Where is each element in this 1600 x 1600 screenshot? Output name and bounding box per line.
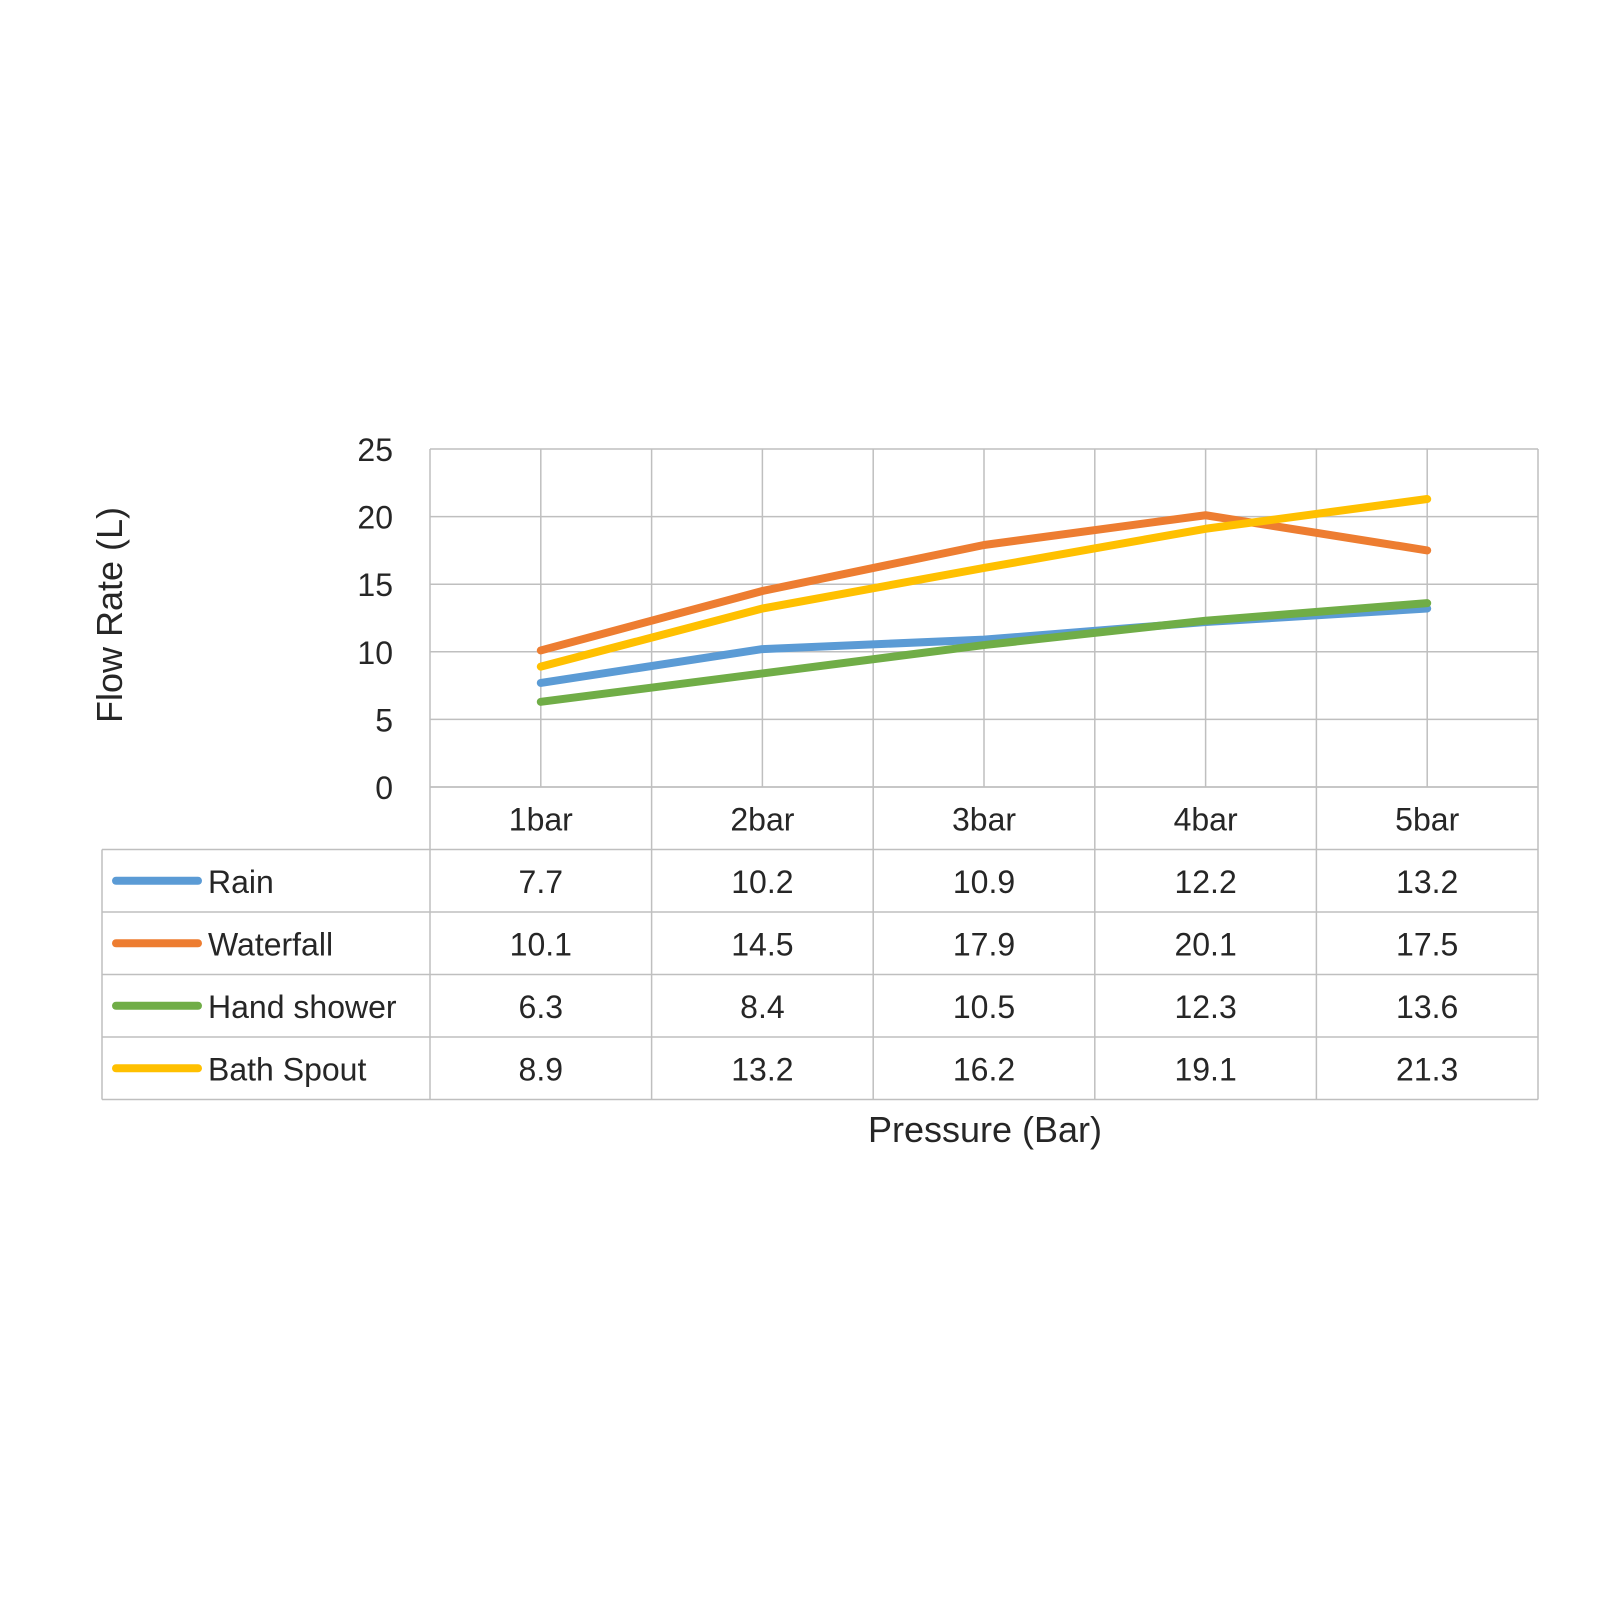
series-line-bath-spout: [536, 495, 1432, 671]
legend-label: Waterfall: [208, 926, 333, 962]
data-label: 7.7: [519, 864, 563, 900]
y-tick-label: 15: [357, 567, 393, 603]
y-tick-label: 25: [357, 432, 393, 468]
data-label: 10.2: [731, 864, 793, 900]
series-line-waterfall: [536, 511, 1432, 655]
grid-lines: [429, 448, 1539, 788]
x-tick-label: 1bar: [509, 801, 573, 837]
data-label: 16.2: [953, 1051, 1015, 1087]
y-tick-label: 10: [357, 635, 393, 671]
data-label: 17.9: [953, 926, 1015, 962]
x-tick-label: 2bar: [730, 801, 794, 837]
y-tick-label: 5: [375, 702, 393, 738]
x-tick-label: 4bar: [1174, 801, 1238, 837]
data-label: 10.5: [953, 989, 1015, 1025]
y-tick-label: 0: [375, 770, 393, 806]
data-label: 10.1: [510, 926, 572, 962]
data-label: 12.2: [1174, 864, 1236, 900]
series-line-hand-shower: [536, 599, 1432, 706]
data-label: 17.5: [1396, 926, 1458, 962]
legend-label: Hand shower: [208, 989, 397, 1025]
data-label: 8.4: [740, 989, 784, 1025]
data-label: 13.6: [1396, 989, 1458, 1025]
y-tick-label: 20: [357, 500, 393, 536]
data-label: 13.2: [731, 1051, 793, 1087]
data-label: 8.9: [519, 1051, 563, 1087]
x-tick-label: 5bar: [1395, 801, 1459, 837]
data-label: 6.3: [519, 989, 563, 1025]
data-label: 13.2: [1396, 864, 1458, 900]
data-table: 1bar 2bar 3bar 4bar 5bar Rain 7.7 10.2 10.9 12.2 1…: [101, 786, 1539, 1101]
data-label: 12.3: [1174, 989, 1236, 1025]
legend-label: Rain: [208, 864, 274, 900]
y-axis-title: Flow Rate (L): [89, 507, 130, 723]
x-tick-label: 3bar: [952, 801, 1016, 837]
data-label: 20.1: [1174, 926, 1236, 962]
data-label: 21.3: [1396, 1051, 1458, 1087]
series-lines: [536, 495, 1432, 706]
data-label: 10.9: [953, 864, 1015, 900]
data-label: 14.5: [731, 926, 793, 962]
data-label: 19.1: [1174, 1051, 1236, 1087]
x-axis-title: Pressure (Bar): [868, 1109, 1102, 1150]
y-axis-ticks: 0 5 10 15 20 25: [357, 432, 393, 806]
legend-label: Bath Spout: [208, 1051, 366, 1087]
